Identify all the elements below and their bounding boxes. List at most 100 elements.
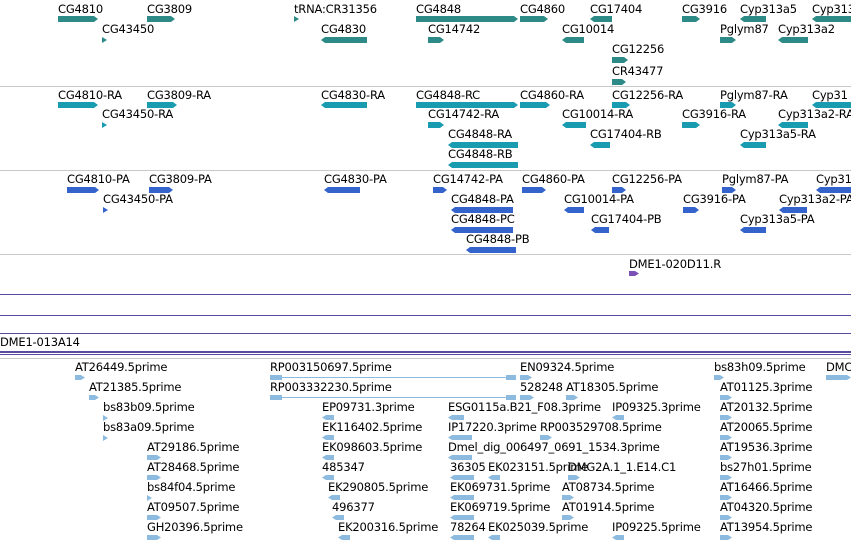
protein-feature-label[interactable]: CG17404-PB [591,212,662,226]
feature-glyph[interactable] [450,495,474,500]
genes-feature-label[interactable]: Pglym87 [720,22,769,36]
feature-glyph[interactable] [540,435,552,440]
est-feature-label[interactable]: DMG2A.1_1.E14.C1 [568,460,677,474]
feature-glyph[interactable] [826,375,851,380]
est-feature-label[interactable]: bs27h01.5prime [720,460,812,474]
feature-glyph[interactable] [147,455,161,460]
mrna-feature-label[interactable]: CG3916-RA [682,107,746,121]
genes-feature-label[interactable]: CG4848 [416,2,462,16]
est-feature-label[interactable]: bs83h09.5prime [714,360,806,374]
feature-glyph[interactable] [740,227,766,233]
feature-glyph[interactable] [522,187,546,193]
feature-glyph[interactable] [332,515,344,520]
feature-glyph[interactable] [778,122,808,128]
feature-glyph[interactable] [147,16,175,22]
feature-glyph[interactable] [714,375,724,380]
est-feature-label[interactable]: EK116402.5prime [322,420,423,434]
feature-glyph[interactable] [328,495,340,500]
est-feature-label[interactable]: AT20132.5prime [720,400,813,414]
feature-glyph[interactable] [612,415,624,420]
feature-glyph[interactable] [448,455,472,460]
feature-glyph[interactable] [58,16,98,22]
genes-feature-label[interactable]: Cyp313 [812,2,851,16]
est-feature-label[interactable]: RP003150697.5prime [270,360,392,374]
mrna-feature-label[interactable]: CG4830-RA [321,88,385,102]
feature-glyph[interactable] [520,16,548,22]
feature-glyph[interactable] [779,207,807,213]
protein-feature-label[interactable]: Pglym87-PA [722,172,789,186]
est-feature-label[interactable]: EK069719.5prime [450,500,551,514]
est-feature-label[interactable]: RP003332230.5prime [270,380,392,394]
feature-glyph[interactable] [448,162,518,168]
feature-glyph[interactable] [102,122,107,128]
est-feature-label[interactable]: 36305 [450,460,486,474]
est-feature-label[interactable]: EK023151.5prime [488,460,589,474]
est-feature-label[interactable]: EN09324.5prime [520,360,615,374]
feature-glyph[interactable] [720,535,732,540]
genes-feature-label[interactable]: CG10014 [562,22,615,36]
est-feature-label[interactable]: bs84f04.5prime [147,480,236,494]
feature-glyph[interactable] [147,475,161,480]
protein-feature-label[interactable]: CG4830-PA [324,172,387,186]
feature-glyph[interactable] [450,515,474,520]
est-feature-label[interactable]: IP09325.3prime [612,400,701,414]
feature-glyph[interactable] [590,16,612,22]
est-feature-label[interactable]: Dmel_dig_006497_0691_1534.3prime [448,440,660,454]
est-feature-label[interactable]: AT29186.5prime [147,440,240,454]
est-feature-label[interactable]: AT09507.5prime [147,500,240,514]
mrna-feature-label[interactable]: Pglym87-RA [720,88,788,102]
mrna-feature-label[interactable]: CG17404-RB [590,127,662,141]
feature-glyph[interactable] [720,435,732,440]
est-feature-label[interactable]: AT01914.5prime [562,500,655,514]
feature-glyph[interactable] [428,122,444,128]
est-feature-label[interactable]: GH20396.5prime [147,520,243,534]
protein-feature-label[interactable]: Cyp313a2-PA [779,192,851,206]
protein-feature-label[interactable]: CG4810-PA [67,172,130,186]
feature-glyph[interactable] [428,37,444,43]
feature-glyph[interactable] [629,271,639,276]
feature-glyph[interactable] [682,16,700,22]
feature-glyph[interactable] [147,535,161,540]
feature-glyph[interactable] [147,515,161,520]
feature-glyph[interactable] [102,37,107,43]
feature-glyph[interactable] [566,395,578,400]
est-feature-label[interactable]: 78264 [450,520,486,534]
bac-feature-label[interactable]: DME1-013A14 [0,335,80,349]
feature-glyph[interactable] [89,395,99,400]
feature-glyph[interactable] [58,102,98,108]
est-feature-label[interactable]: RP003529708.5prime [540,420,662,434]
feature-glyph[interactable] [321,102,367,108]
feature-glyph[interactable] [520,395,534,400]
est-feature-label[interactable]: AT18305.5prime [566,380,659,394]
feature-glyph[interactable] [451,227,513,233]
protein-feature-label[interactable]: CG4848-PA [451,192,514,206]
feature-glyph[interactable] [322,475,334,480]
est-feature-label[interactable]: AT08734.5prime [562,480,655,494]
protein-feature-label[interactable]: CG3916-PA [683,192,746,206]
protein-feature-label[interactable]: Cyp31 [816,172,851,186]
feature-glyph[interactable] [520,375,532,380]
feature-glyph[interactable] [450,535,474,540]
feature-glyph[interactable] [451,207,513,213]
est-feature-label[interactable]: AT16466.5prime [720,480,813,494]
genes-feature-label[interactable]: CG4860 [520,2,566,16]
genes-feature-label[interactable]: CG12256 [612,42,665,56]
feature-glyph[interactable] [488,475,500,480]
feature-glyph[interactable] [612,102,630,108]
est-feature-label[interactable]: AT13954.5prime [720,520,813,534]
feature-glyph[interactable] [448,435,472,440]
genes-feature-label[interactable]: CG4810 [58,2,104,16]
protein-feature-label[interactable]: Cyp313a5-PA [740,212,815,226]
feature-glyph[interactable] [562,37,584,43]
genes-feature-label[interactable]: Cyp313a2 [778,22,835,36]
feature-glyph[interactable] [720,395,732,400]
feature-glyph[interactable] [338,535,350,540]
est-feature-label[interactable]: 485347 [322,460,365,474]
genes-feature-label[interactable]: CG43450 [102,22,155,36]
mrna-feature-label[interactable]: Cyp313a2-RA [778,107,851,121]
feature-glyph[interactable] [488,535,500,540]
feature-glyph[interactable] [683,207,699,213]
feature-glyph[interactable] [321,37,367,43]
mrna-feature-label[interactable]: Cyp313a5-RA [740,127,816,141]
